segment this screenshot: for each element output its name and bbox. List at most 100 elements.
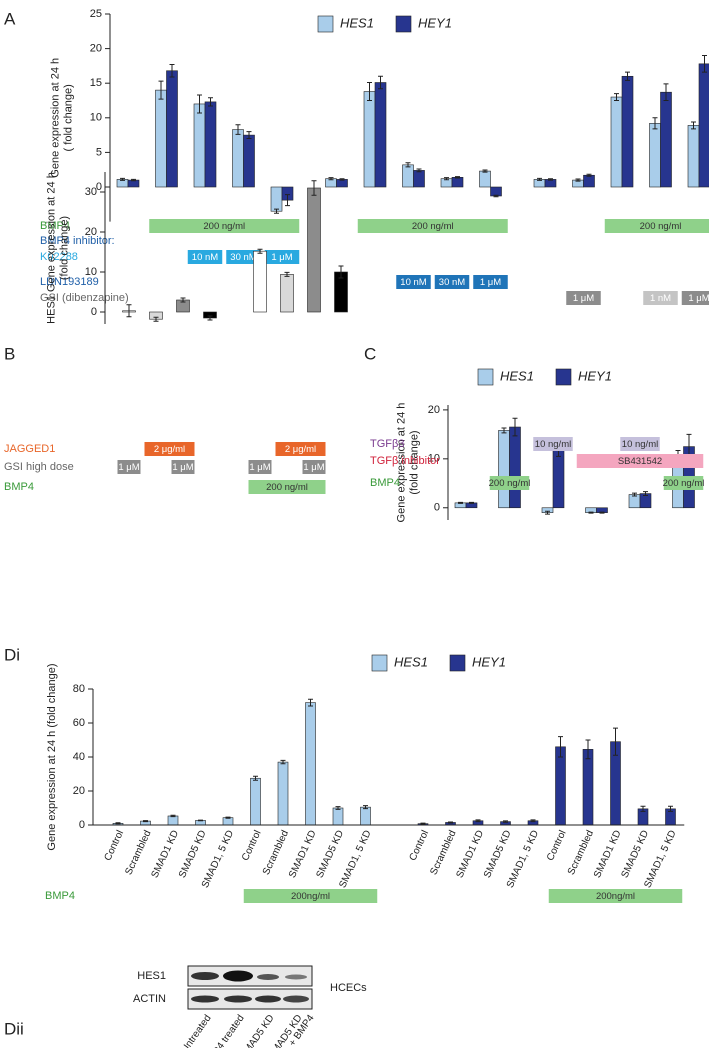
legend-swatch: [477, 368, 494, 386]
blot-band: [223, 970, 253, 982]
x-tick-label: Control: [408, 829, 432, 863]
bar: [649, 123, 661, 188]
y-tick-label: 10: [85, 266, 97, 278]
y-axis-label: HES1 Gene expression at 24 h: [45, 172, 57, 324]
error-bar: [198, 819, 203, 822]
error-bar: [632, 492, 637, 497]
treatment-dose: 30 nM: [230, 252, 256, 263]
treatment-dose: 1 μM: [303, 462, 324, 473]
legend-label: HEY1: [578, 368, 612, 383]
error-bar: [625, 71, 630, 81]
blot-lane-label: Untreated: [179, 1013, 213, 1048]
error-bar: [493, 194, 499, 198]
error-bar: [225, 816, 231, 819]
bar: [552, 448, 565, 509]
legend-swatch: [449, 654, 466, 672]
y-tick-label: 25: [90, 8, 102, 20]
blot-band: [283, 995, 309, 1003]
bar: [155, 89, 167, 188]
error-bar: [207, 315, 213, 321]
x-tick-label: Control: [240, 829, 264, 863]
error-bar: [668, 805, 673, 812]
treatment-bar: [187, 250, 223, 264]
error-bar: [131, 178, 136, 182]
treatment-bar: [264, 250, 300, 264]
y-tick-label: 15: [90, 77, 102, 89]
blot-row-label: ACTIN: [133, 993, 166, 1005]
error-bar: [469, 501, 474, 504]
bar: [363, 91, 376, 188]
error-bar: [274, 208, 279, 214]
error-bar: [458, 501, 463, 504]
error-bar: [197, 94, 202, 114]
treatment-bar: [396, 275, 431, 289]
blot-band: [224, 995, 252, 1003]
bar: [232, 129, 244, 188]
treatment-bar: [248, 460, 272, 474]
bar: [687, 125, 700, 188]
error-bar: [246, 131, 252, 140]
treatment-dose: 2 μg/ml: [285, 444, 316, 455]
treatment-label: TGFβ inhibitor: [370, 455, 440, 467]
y-tick-label: 60: [73, 717, 85, 729]
treatment-dose: 10 ng/ml: [622, 439, 658, 450]
treatment-label: BMP4: [45, 890, 75, 902]
treatment-bar: [302, 460, 326, 474]
treatment-dose: 1 μM: [271, 252, 292, 263]
blot-band: [257, 974, 279, 980]
x-tick-label: SMAD1 KD: [150, 829, 182, 880]
error-bar: [444, 177, 449, 181]
treatment-dose: 10 nM: [400, 277, 426, 288]
legend-swatch: [371, 654, 388, 672]
chart-panel: C 0 10 20 Gene expression at 24 h (fold chang…: [364, 344, 704, 522]
bar: [509, 426, 521, 509]
error-bar: [530, 819, 536, 823]
x-tick-label: Scrambled: [261, 829, 291, 877]
bar: [307, 187, 321, 313]
treatment-dose: 200ng/ml: [596, 891, 635, 902]
treatment-label: BMP4: [40, 220, 70, 232]
panel-label: A: [4, 9, 16, 28]
bar: [413, 170, 425, 188]
treatment-dose: 10 nM: [192, 252, 218, 263]
bar: [490, 186, 502, 197]
treatment-bar: [566, 291, 601, 305]
y-tick-label: 0: [96, 181, 102, 193]
x-tick-label: SMAD5 KD: [482, 829, 514, 880]
treatment-dose: 1 μM: [249, 462, 270, 473]
treatment-label: GSI (dibenzapine): [40, 292, 129, 304]
y-axis-label: ( fold change): [62, 84, 74, 151]
error-bar: [613, 727, 618, 756]
bar: [402, 164, 414, 188]
bar: [498, 430, 510, 509]
y-tick-label: 0: [434, 502, 440, 514]
bar: [222, 817, 234, 826]
y-tick-label: 20: [428, 404, 440, 416]
panel-label: C: [364, 344, 376, 363]
legend-swatch: [317, 15, 334, 33]
error-bar: [416, 168, 422, 173]
x-tick-label: Scrambled: [566, 829, 596, 877]
treatment-dose: 1 nM: [650, 293, 671, 304]
treatment-bar: [473, 275, 508, 289]
bar: [583, 174, 595, 188]
bar: [167, 815, 179, 826]
error-bar: [158, 80, 164, 100]
bar: [250, 777, 261, 826]
error-bar: [284, 271, 290, 277]
legend-swatch: [555, 368, 572, 386]
panel-label: Dii: [4, 1019, 24, 1038]
y-tick-label: 0: [79, 819, 85, 831]
error-bar: [512, 417, 518, 437]
treatment-bar: [149, 219, 300, 233]
treatment-label: K02288: [40, 251, 78, 263]
treatment-bar: [663, 476, 704, 490]
treatment-dose: 200 ng/ml: [266, 482, 308, 493]
error-bar: [643, 491, 648, 497]
blot-band: [285, 974, 307, 980]
treatment-label: BMP4: [370, 477, 400, 489]
y-axis-label: Gene expression at 24 h: [395, 403, 407, 523]
error-bar: [575, 178, 581, 182]
bar: [280, 274, 294, 313]
error-bar: [614, 93, 619, 101]
